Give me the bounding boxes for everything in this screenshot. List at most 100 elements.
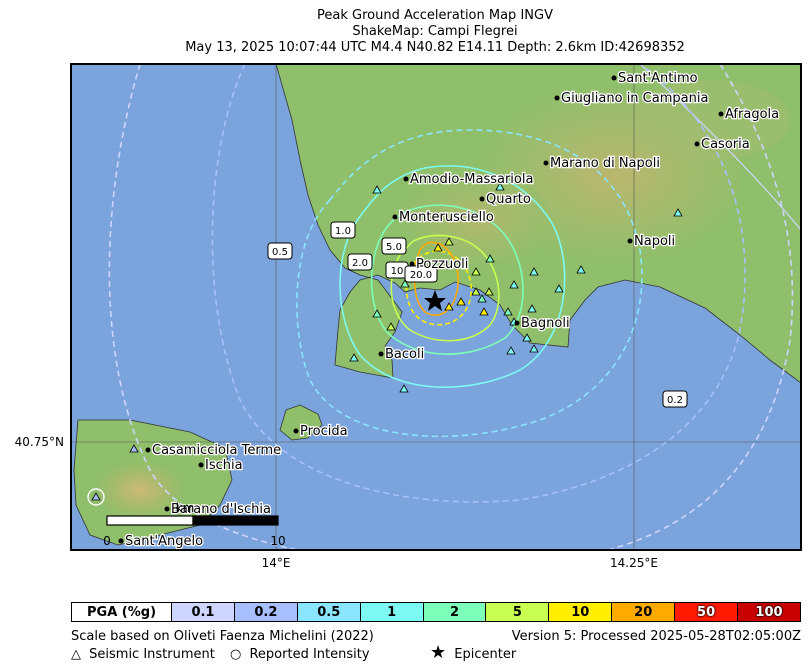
station-triangle — [91, 492, 101, 501]
city-marker: Napoli — [627, 233, 676, 250]
svg-text:Sant'Angelo: Sant'Angelo — [125, 534, 203, 549]
lat-label: 40.75°N — [15, 435, 64, 449]
contour-1.0 — [296, 129, 643, 438]
station-triangle — [522, 333, 532, 342]
station-triangle — [433, 243, 443, 252]
contour-5.0 — [370, 204, 524, 355]
contour-label: 5.0 — [381, 237, 407, 255]
station-triangle — [386, 322, 396, 331]
contour-0.2 — [108, 64, 794, 550]
epicenter-star — [424, 290, 446, 311]
svg-text:Casamicciola Terme: Casamicciola Terme — [152, 443, 281, 458]
pga-legend: PGA (%g) 0.1 0.2 0.5 1 2 5 10 20 50 100 — [71, 602, 801, 622]
station-triangle — [495, 182, 505, 191]
svg-text:Sant'Antimo: Sant'Antimo — [618, 71, 698, 86]
svg-text:Ischia: Ischia — [205, 458, 243, 473]
station-triangle — [554, 284, 564, 293]
scale-start: 0 — [103, 534, 111, 548]
svg-text:0.2: 0.2 — [667, 395, 683, 406]
city-marker: Bacoli — [378, 346, 425, 363]
contour-label: 1.0 — [330, 221, 356, 239]
svg-text:Napoli: Napoli — [634, 234, 675, 249]
svg-text:Casoria: Casoria — [701, 137, 750, 152]
triangle-icon: △ — [71, 647, 81, 662]
legend-epicenter: ★ Epicenter — [430, 642, 517, 663]
station-triangle — [484, 287, 494, 296]
legend-bin: 0.1 — [171, 603, 234, 621]
station-triangle — [477, 294, 487, 303]
legend-bin: 50 — [674, 603, 738, 621]
map-subtitle: ShakeMap: Campi Flegrei — [352, 24, 518, 39]
svg-text:Amodio-Massariola: Amodio-Massariola — [410, 172, 533, 187]
city-marker: Amodio-Massariola — [403, 171, 535, 188]
city-marker: Ischia — [198, 457, 244, 474]
relief-area — [630, 80, 790, 160]
epicenter-label: Epicenter — [454, 647, 517, 662]
station-triangle — [673, 208, 683, 217]
station-triangle — [506, 346, 516, 355]
station-triangle — [372, 185, 382, 194]
intensity-label: Reported Intensity — [249, 647, 370, 662]
svg-text:Afragola: Afragola — [725, 107, 779, 122]
svg-text:20.0: 20.0 — [410, 270, 432, 281]
station-triangle — [399, 384, 409, 393]
svg-text:Giugliano in Campania: Giugliano in Campania — [561, 91, 708, 106]
city-marker: Marano di Napoli — [543, 155, 661, 172]
svg-text:Bacoli: Bacoli — [385, 347, 424, 362]
scale-bar: km 0 10 — [103, 501, 285, 548]
svg-text:5.0: 5.0 — [386, 242, 402, 253]
svg-text:Barano d'Ischia: Barano d'Ischia — [171, 502, 271, 517]
procida-island — [279, 404, 323, 441]
svg-text:Quarto: Quarto — [486, 192, 531, 207]
station-triangle — [479, 307, 489, 316]
station-triangle — [444, 237, 454, 246]
map-title: Peak Ground Acceleration Map INGV — [317, 8, 553, 23]
city-marker: Monterusciello — [392, 209, 495, 226]
city-marker: Sant'Antimo — [611, 70, 699, 87]
legend-instrument: △ Seismic Instrument — [71, 647, 215, 663]
svg-text:2.0: 2.0 — [352, 258, 368, 269]
scale-note: Scale based on Oliveti Faenza Michelini … — [71, 629, 374, 644]
city-marker: Afragola — [718, 106, 780, 123]
legend-bin: 100 — [737, 603, 800, 621]
legend-bin: 2 — [422, 603, 486, 621]
svg-text:1.0: 1.0 — [335, 226, 351, 237]
station-triangle — [471, 287, 481, 296]
event-info: May 13, 2025 10:07:44 UTC M4.4 N40.82 E1… — [185, 40, 685, 55]
city-marker: Procida — [293, 423, 349, 440]
relief-area — [95, 460, 185, 520]
relief-area — [390, 170, 550, 270]
shakemap: 0.2 0.5 1.0 2.0 5.0 10 20.0 — [15, 63, 802, 570]
map-frame — [70, 63, 802, 551]
circle-icon: ○ — [230, 647, 242, 662]
station-triangle — [372, 309, 382, 318]
city-marker: Quarto — [479, 191, 532, 208]
legend-bin: 0.5 — [296, 603, 360, 621]
city-labels: Sant'Antimo Giugliano in Campania Afrago… — [118, 70, 780, 550]
svg-text:Marano di Napoli: Marano di Napoli — [550, 156, 660, 171]
version-info: Version 5: Processed 2025-05-28T02:05:00… — [511, 629, 801, 644]
station-triangle — [527, 304, 537, 313]
legend-bin: 1 — [359, 603, 423, 621]
station-triangle — [529, 344, 539, 353]
station-triangle — [576, 265, 586, 274]
station-triangle — [349, 353, 359, 362]
contour-10 — [390, 234, 500, 342]
legend-bin: 10 — [548, 603, 612, 621]
svg-text:0.5: 0.5 — [272, 247, 288, 258]
contour-2.0 — [339, 165, 566, 388]
legend-bin: 5 — [485, 603, 549, 621]
scale-unit: km — [176, 501, 195, 515]
station-triangle — [129, 444, 139, 453]
station-triangle — [400, 279, 410, 288]
map-area: 0.2 0.5 1.0 2.0 5.0 10 20.0 — [71, 64, 801, 550]
svg-text:Monterusciello: Monterusciello — [399, 210, 494, 225]
station-triangle — [456, 297, 466, 306]
city-marker: Giugliano in Campania — [554, 90, 710, 107]
star-icon: ★ — [430, 642, 447, 663]
legend-intensity: ○ Reported Intensity — [230, 647, 370, 663]
lon-label: 14.25°E — [610, 556, 658, 570]
station-triangle — [485, 254, 495, 263]
station-triangle — [471, 267, 481, 276]
legend-header: PGA (%g) — [72, 603, 172, 621]
